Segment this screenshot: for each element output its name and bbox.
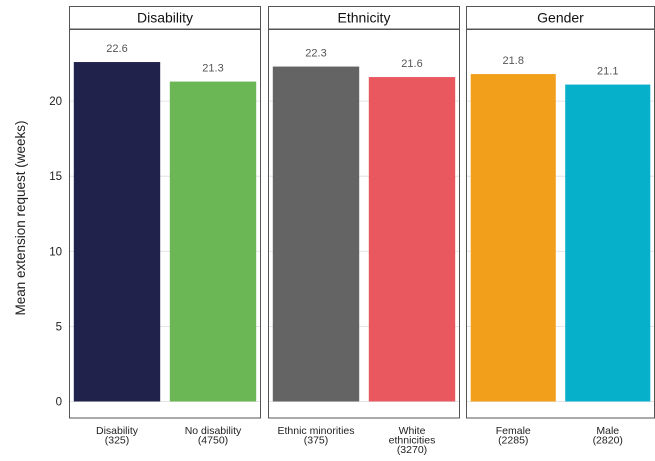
x-tick-count: (2820) bbox=[593, 435, 623, 447]
x-tick-label: Disability bbox=[96, 425, 139, 437]
bar bbox=[470, 74, 556, 402]
panel-border bbox=[69, 28, 261, 419]
x-tick-label: Male bbox=[596, 425, 619, 437]
bar bbox=[565, 84, 651, 402]
data-label: 21.8 bbox=[503, 55, 524, 67]
x-tick-label: ethnicities bbox=[389, 435, 436, 447]
x-tick-count: (375) bbox=[304, 435, 329, 447]
y-tick-label: 0 bbox=[56, 396, 62, 408]
bar bbox=[73, 62, 161, 402]
y-axis-ticks: 0 5 10 15 20 bbox=[49, 96, 62, 408]
panel-border bbox=[268, 28, 460, 419]
bar bbox=[169, 81, 257, 402]
x-tick-count: (325) bbox=[105, 435, 130, 447]
y-tick-label: 20 bbox=[49, 96, 62, 108]
facet-title: Ethnicity bbox=[338, 10, 391, 26]
facet-panel: Ethnicity 22.3 Ethnic minorities(375) 21.6 W… bbox=[268, 6, 460, 456]
x-tick-label: Female bbox=[496, 425, 531, 437]
data-label: 21.1 bbox=[597, 66, 618, 78]
y-tick-label: 5 bbox=[56, 321, 62, 333]
y-tick-label: 15 bbox=[49, 171, 62, 183]
bar bbox=[272, 66, 360, 402]
y-tick-label: 10 bbox=[49, 246, 62, 258]
x-tick-count: (3270) bbox=[397, 444, 427, 456]
x-tick-count: (4750) bbox=[198, 435, 228, 447]
bar bbox=[368, 77, 456, 402]
data-label: 21.6 bbox=[401, 58, 422, 70]
x-tick-label: White bbox=[399, 425, 426, 437]
data-label: 22.6 bbox=[106, 43, 127, 55]
x-tick-label: Ethnic minorities bbox=[277, 425, 354, 437]
x-tick-count: (2285) bbox=[498, 435, 528, 447]
data-label: 21.3 bbox=[202, 63, 223, 75]
data-label: 22.3 bbox=[305, 48, 326, 60]
facet-title: Disability bbox=[137, 10, 193, 26]
y-axis-label: Mean extension request (weeks) bbox=[13, 120, 28, 315]
facet-panel: Gender 21.8 Female(2285) 21.1 Male(2820) bbox=[466, 6, 655, 447]
facet-title: Gender bbox=[537, 10, 584, 26]
x-tick-label: No disability bbox=[185, 425, 242, 437]
